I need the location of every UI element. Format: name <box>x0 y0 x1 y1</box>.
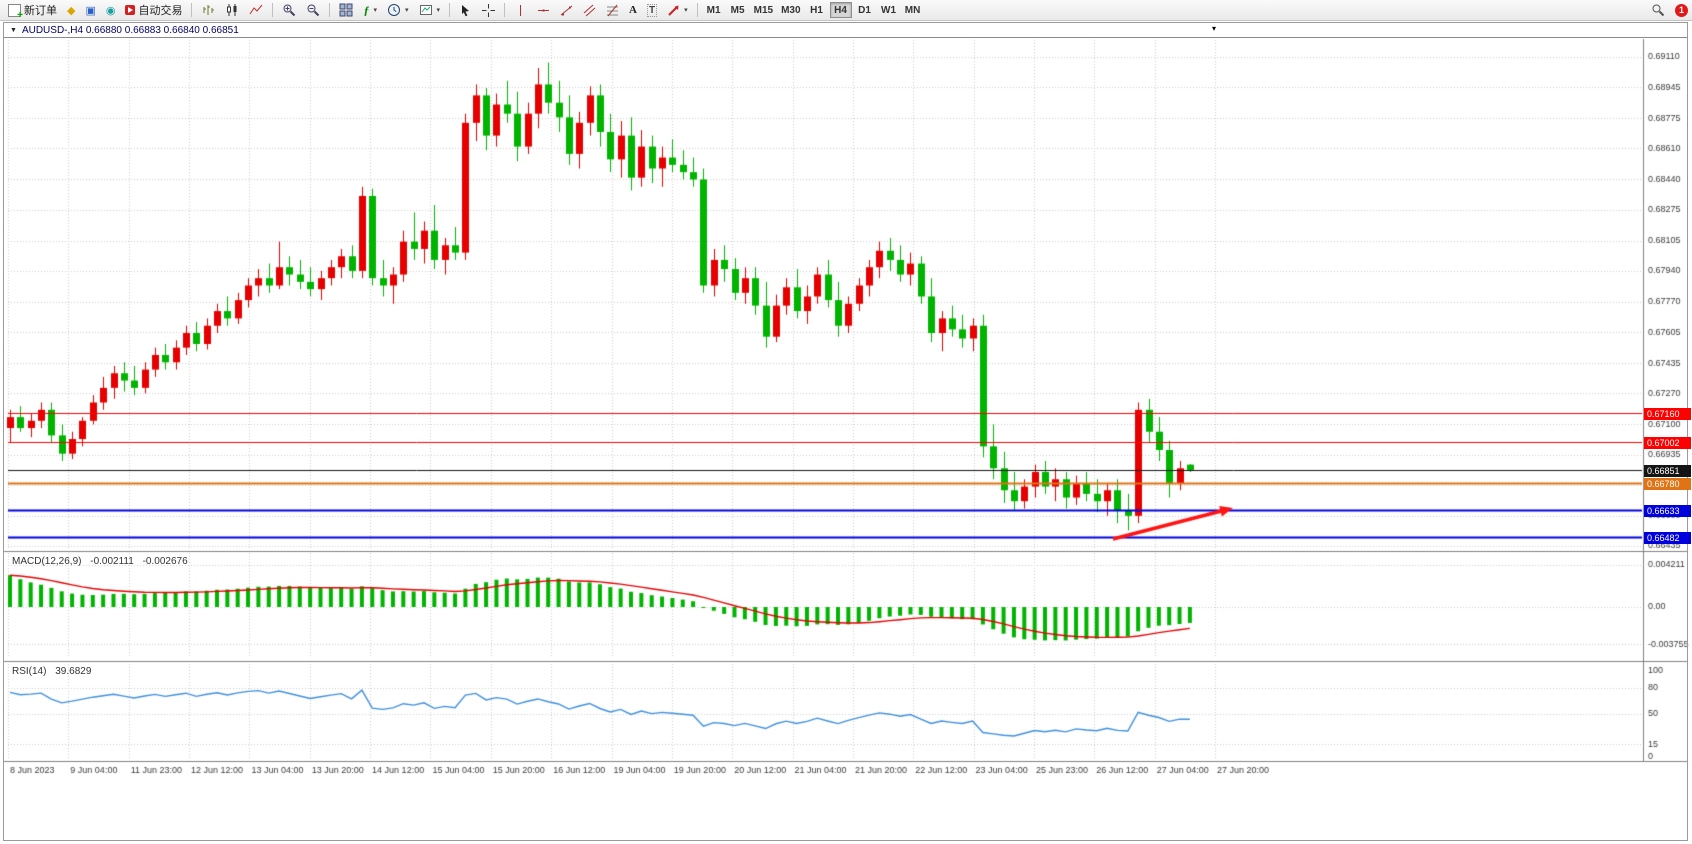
price-badge: 0.66851 <box>1644 464 1691 477</box>
candlestick-chart-icon <box>227 4 237 16</box>
price-badge: 0.67002 <box>1644 436 1691 449</box>
timeframe-h1-button[interactable]: H1 <box>806 2 828 18</box>
horizontal-line-button[interactable] <box>533 2 554 19</box>
timeframe-m1-button[interactable]: M1 <box>703 2 725 18</box>
navigator-button[interactable]: ▣ <box>81 2 99 19</box>
search-button[interactable] <box>1647 2 1669 19</box>
trendline-button[interactable] <box>556 2 577 19</box>
toolbar-separator <box>272 3 274 17</box>
strategy-tester-button[interactable]: ◉ <box>102 2 120 19</box>
chevron-down-icon: ▾ <box>436 7 441 14</box>
cursor-icon <box>462 4 470 16</box>
autotrading-button[interactable]: 自动交易 <box>121 2 186 19</box>
zoom-in-icon <box>283 4 296 17</box>
chart-collapse-icon[interactable]: ▼ <box>10 26 17 34</box>
vertical-line-icon <box>520 4 522 16</box>
notification-badge[interactable]: 1 <box>1675 3 1688 17</box>
chart-shift-marker[interactable]: ▾ <box>1212 24 1217 33</box>
template-icon <box>419 5 432 15</box>
vertical-line-button[interactable] <box>510 2 531 19</box>
chevron-down-icon: ▾ <box>373 7 377 14</box>
strategy-tester-icon: ◉ <box>105 4 116 17</box>
navigator-icon: ▣ <box>85 4 96 17</box>
autotrading-label: 自动交易 <box>138 5 183 17</box>
timeframe-m30-button[interactable]: M30 <box>778 2 803 18</box>
autotrading-icon <box>125 5 136 15</box>
new-order-icon <box>8 3 23 21</box>
crosshair-icon <box>482 3 496 17</box>
toolbar-separator <box>504 3 506 17</box>
price-badge: 0.66633 <box>1644 504 1691 517</box>
toolbar-separator <box>191 3 193 17</box>
macd-main-value: -0.002111 <box>90 556 134 567</box>
equidistant-channel-icon <box>583 4 596 16</box>
macd-indicator-label: MACD(12,26,9) -0.002111 -0.002676 <box>12 556 194 567</box>
timeframe-w1-button[interactable]: W1 <box>878 2 900 18</box>
metaeditor-button[interactable]: ◆ <box>63 2 79 19</box>
indicators-icon: ƒ <box>363 2 370 17</box>
zoom-out-button[interactable] <box>302 2 324 19</box>
price-badge: 0.66482 <box>1644 531 1691 544</box>
toolbar-separator <box>449 3 451 17</box>
new-order-button[interactable]: 新订单 <box>4 2 61 21</box>
cursor-button[interactable] <box>455 2 476 19</box>
crosshair-button[interactable] <box>478 2 499 19</box>
macd-signal-value: -0.002676 <box>142 556 188 567</box>
toolbar-separator <box>696 3 698 17</box>
timeframe-h4-button[interactable]: H4 <box>829 2 852 18</box>
bar-chart-icon <box>203 5 215 15</box>
equidistant-channel-button[interactable] <box>579 2 600 19</box>
search-icon <box>1652 4 1665 17</box>
chart-title-bar: ▼ AUDUSD-,H4 0.66880 0.66883 0.66840 0.6… <box>4 23 1687 38</box>
templates-button[interactable]: ▾ <box>415 2 445 19</box>
tile-windows-icon <box>339 3 353 17</box>
tile-windows-button[interactable] <box>335 2 357 19</box>
indicators-button[interactable]: ƒ ▾ <box>359 2 381 19</box>
price-badge: 0.66780 <box>1644 477 1691 490</box>
candlestick-chart-button[interactable] <box>221 2 243 19</box>
rsi-name: RSI(14) <box>12 666 47 677</box>
chevron-down-icon: ▾ <box>684 7 688 14</box>
fibonacci-button[interactable] <box>602 2 623 19</box>
arrows-tool-button[interactable]: ▾ <box>663 2 692 19</box>
periods-button[interactable]: ▾ <box>383 2 413 19</box>
timeframe-mn-button[interactable]: MN <box>902 2 924 18</box>
rsi-indicator-label: RSI(14) 39.6829 <box>12 666 97 677</box>
zoom-in-button[interactable] <box>278 2 300 19</box>
text-icon: A <box>629 4 637 16</box>
metaeditor-icon: ◆ <box>67 4 76 17</box>
chevron-down-icon: ▾ <box>405 7 409 14</box>
arrow-tool-icon <box>668 5 679 16</box>
bar-chart-button[interactable] <box>197 2 219 19</box>
clock-icon <box>388 4 400 16</box>
text-label-button[interactable]: T <box>643 2 661 19</box>
timeframe-m15-button[interactable]: M15 <box>751 2 776 18</box>
fibonacci-icon <box>607 4 619 16</box>
horizontal-line-icon <box>538 9 550 11</box>
line-chart-icon <box>250 4 263 15</box>
macd-name: MACD(12,26,9) <box>12 556 82 567</box>
trendline-icon <box>560 5 573 15</box>
chart-title: AUDUSD-,H4 0.66880 0.66883 0.66840 0.668… <box>21 24 239 36</box>
new-order-label: 新订单 <box>24 5 57 17</box>
timeframe-d1-button[interactable]: D1 <box>854 2 876 18</box>
zoom-out-icon <box>307 4 320 17</box>
line-chart-button[interactable] <box>245 2 267 19</box>
price-badge: 0.67160 <box>1644 407 1691 420</box>
text-button[interactable]: A <box>625 2 641 19</box>
rsi-value: 39.6829 <box>55 666 92 677</box>
text-label-icon: T <box>646 3 658 17</box>
timeframe-m5-button[interactable]: M5 <box>727 2 749 18</box>
toolbar-separator <box>329 3 331 17</box>
toolbar: 新订单 ◆ ▣ ◉ 自动交易 ƒ▾ ▾ <box>0 0 1692 21</box>
